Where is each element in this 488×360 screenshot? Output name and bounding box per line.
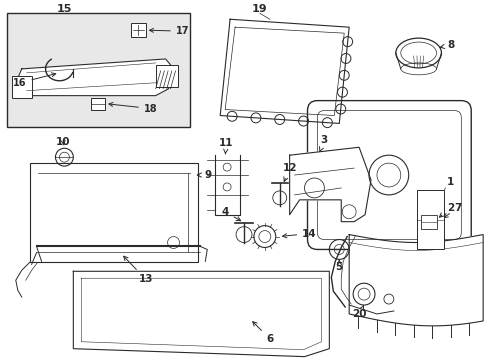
Bar [30, 163, 198, 262]
Text: 14: 14 [282, 229, 316, 239]
FancyBboxPatch shape [307, 100, 470, 249]
Text: 6: 6 [252, 321, 273, 344]
Text: 2: 2 [439, 203, 453, 217]
Bar [7, 13, 190, 127]
Text: 5: 5 [335, 260, 342, 272]
Text: 1: 1 [446, 177, 453, 187]
Bar [416, 190, 444, 249]
Text: 7: 7 [443, 203, 461, 217]
Bar [420, 215, 436, 229]
Text: 4: 4 [221, 207, 240, 221]
Bar [12, 76, 32, 98]
Bar [91, 98, 105, 109]
Polygon shape [16, 59, 175, 96]
Text: 8: 8 [439, 40, 454, 50]
Bar [131, 23, 145, 37]
Text: 15: 15 [57, 4, 72, 14]
Text: 9: 9 [197, 170, 211, 180]
Polygon shape [220, 19, 348, 123]
Polygon shape [348, 235, 482, 326]
Text: 3: 3 [319, 135, 327, 151]
Text: 19: 19 [251, 4, 267, 14]
Text: 16: 16 [13, 73, 56, 88]
Polygon shape [73, 271, 328, 357]
Text: 10: 10 [56, 137, 70, 147]
Text: 11: 11 [219, 138, 233, 154]
Text: 12: 12 [282, 163, 296, 181]
Polygon shape [289, 147, 370, 222]
Bar [155, 65, 177, 87]
Text: 13: 13 [123, 256, 153, 284]
Text: 20: 20 [351, 306, 366, 319]
Text: 17: 17 [149, 26, 189, 36]
Text: 18: 18 [109, 103, 157, 113]
